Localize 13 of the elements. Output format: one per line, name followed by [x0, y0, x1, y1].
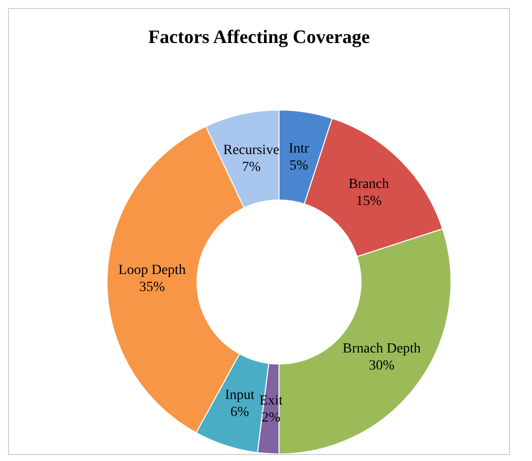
slice-label: Loop Depth — [118, 263, 186, 278]
chart-title: Factors Affecting Coverage — [147, 27, 371, 49]
slice-label: Input — [224, 388, 255, 403]
data-label: 7% — [242, 160, 261, 176]
data-label: 15% — [356, 194, 382, 210]
data-label: 30% — [368, 358, 395, 374]
slice-label: Recursive — [223, 143, 280, 158]
data-label: 5% — [290, 158, 309, 174]
slice-label: Brnach Depth — [342, 342, 421, 357]
data-label: 35% — [139, 280, 166, 296]
slice-label: Intr — [288, 142, 310, 157]
slice-label: Branch — [348, 177, 390, 192]
data-label: 6% — [230, 404, 250, 420]
